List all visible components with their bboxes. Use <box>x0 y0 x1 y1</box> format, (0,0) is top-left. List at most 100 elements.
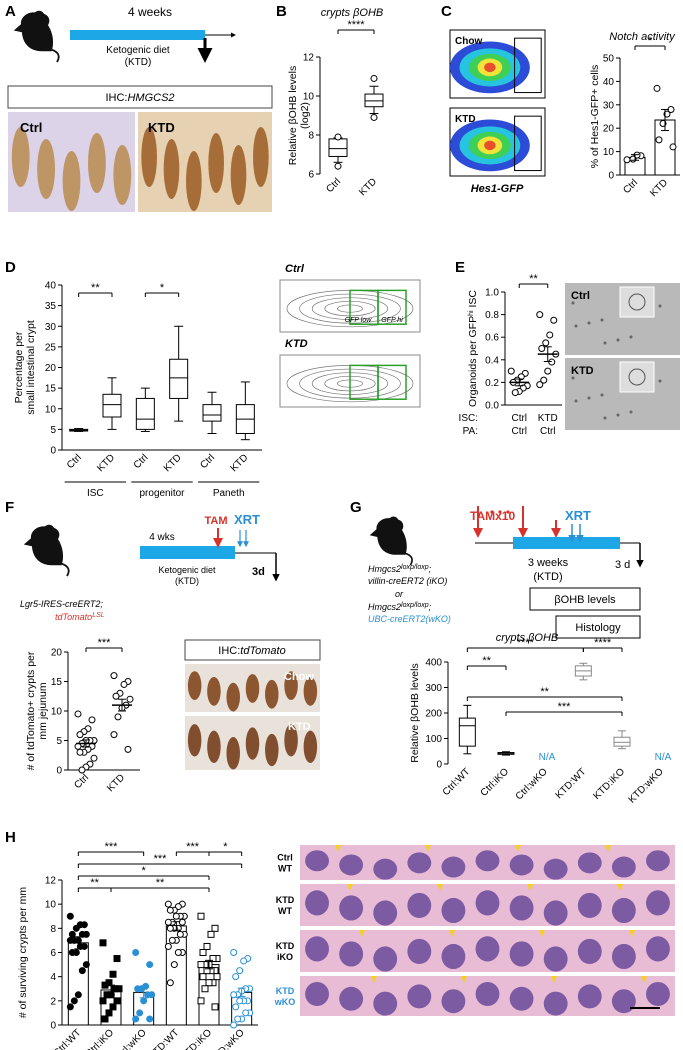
histology-structure <box>577 892 602 919</box>
gate <box>377 289 407 325</box>
label: tdTomatoLSL <box>55 612 105 623</box>
label-part: loxp/loxp <box>401 602 429 609</box>
data-point <box>66 1003 74 1011</box>
mouse-icon <box>13 10 60 63</box>
y-tick-label: 5 <box>56 736 62 747</box>
panel-label: H <box>5 829 16 846</box>
histology-structure <box>611 856 636 878</box>
label: TAMx10 <box>470 509 515 523</box>
histology-structure <box>88 133 106 193</box>
row-label: PA: <box>463 426 478 437</box>
mouse-body <box>13 12 54 52</box>
crypt-marker <box>461 976 467 983</box>
y-tick-label: 8 <box>308 131 314 142</box>
label: XRT <box>234 512 260 527</box>
histology <box>138 112 272 212</box>
histology-structure <box>373 858 398 880</box>
panel-label: D <box>5 259 16 276</box>
x-tick-label: KTD <box>229 452 251 474</box>
y-tick-label: 20 <box>603 124 615 135</box>
histology-structure <box>284 671 298 700</box>
y-tick-label: 8 <box>50 924 56 935</box>
histology-structure <box>305 982 329 1006</box>
y-tick-label: 0.2 <box>485 378 499 389</box>
data-point <box>236 967 244 975</box>
mouse-icon <box>23 524 70 577</box>
data-point <box>197 997 205 1005</box>
significance-label: * <box>160 282 165 294</box>
data-point <box>211 924 219 932</box>
data-point <box>111 985 119 993</box>
y-axis-label: # of tdTomato+ crypts per <box>25 651 37 770</box>
y-tick-label: 0.8 <box>485 310 499 321</box>
data-point <box>164 918 172 926</box>
crypt-marker <box>425 845 431 852</box>
label: KTD <box>276 986 295 996</box>
y-tick-label: 40 <box>45 281 57 292</box>
na-label: N/A <box>655 752 672 763</box>
histology-structure <box>441 856 466 878</box>
label: iKO <box>277 952 293 962</box>
label-part: ; <box>429 602 432 612</box>
data-point <box>132 949 140 956</box>
y-tick-label: 2 <box>50 996 56 1007</box>
label: Ketogenic diet <box>106 45 170 56</box>
data-point <box>110 672 118 680</box>
data-point <box>113 997 121 1005</box>
x-tick-label: KTD <box>105 772 127 794</box>
label: 4 wks <box>149 532 175 543</box>
histology-structure <box>577 984 602 1009</box>
crypt-marker <box>335 845 341 852</box>
label: 3 d <box>615 559 630 571</box>
data-point <box>536 311 544 319</box>
significance-label: * <box>648 35 653 47</box>
y-axis-label: small intestinal crypt <box>25 320 37 415</box>
data-point <box>370 113 378 121</box>
data-point <box>66 936 74 944</box>
data-point <box>136 1009 144 1017</box>
y-tick-label: 40 <box>603 77 615 88</box>
significance-label: * <box>142 865 147 877</box>
data-point <box>74 710 82 718</box>
significance-label: **** <box>594 637 612 649</box>
mouse-ear <box>43 524 55 536</box>
histology-structure <box>407 852 432 874</box>
organoid <box>603 416 607 420</box>
significance-label: **** <box>347 19 365 31</box>
histology-structure <box>407 984 432 1009</box>
data-point <box>78 930 86 938</box>
data-point <box>146 1015 154 1023</box>
data-point <box>72 924 80 932</box>
histology-structure <box>208 133 224 193</box>
data-point <box>140 997 148 1005</box>
data-point <box>334 162 342 170</box>
label-part: HMGCS2 <box>127 92 174 104</box>
histology-structure <box>543 900 568 926</box>
significance-label: ** <box>90 877 99 889</box>
data-point <box>68 949 76 956</box>
x-tick-label: KTD <box>538 413 558 424</box>
label: wKO <box>274 997 296 1007</box>
data-point <box>126 695 134 703</box>
panel-label: B <box>276 3 287 20</box>
crypt-marker <box>641 976 647 983</box>
diet-period <box>140 546 235 559</box>
x-tick-label: Ctrl <box>540 426 556 437</box>
data-point <box>205 979 213 987</box>
label: GFP hi <box>381 317 403 324</box>
data-point <box>538 345 546 352</box>
label: TAM <box>204 515 227 527</box>
x-tick-label: KTD <box>648 177 670 199</box>
y-axis-label: # of surviving crypts per mm <box>17 887 29 1019</box>
histology-structure <box>207 676 221 706</box>
organoid <box>629 335 633 339</box>
data-point <box>536 381 544 389</box>
data-point <box>544 367 552 375</box>
y-tick-label: 30 <box>603 100 615 111</box>
histology-structure <box>305 850 329 872</box>
label: Hmgcs2loxp/loxp; <box>368 564 432 575</box>
mouse-ear <box>388 516 399 527</box>
label-part: Hmgcs2 <box>368 564 401 574</box>
data-point <box>669 143 677 151</box>
